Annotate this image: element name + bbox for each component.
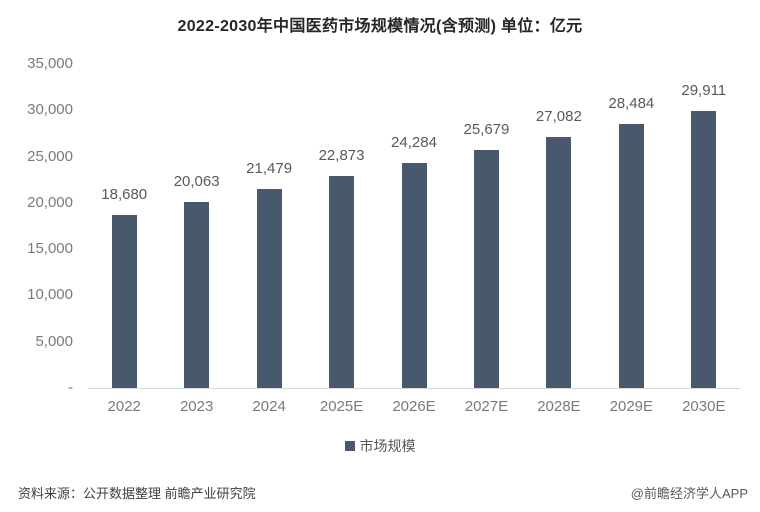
- y-axis-tick-label: 20,000: [27, 193, 73, 211]
- x-axis-category-label: 2030E: [682, 398, 726, 415]
- bar-value-label: 25,679: [463, 121, 510, 139]
- x-axis-line: [88, 388, 740, 389]
- bar-value-label: 27,082: [535, 108, 582, 126]
- watermark-text: @前瞻经济学人APP: [630, 486, 748, 501]
- y-axis-tick-label: 10,000: [27, 286, 73, 304]
- bar: [691, 111, 717, 388]
- bar: [546, 137, 572, 388]
- bar-value-label: 21,479: [246, 160, 293, 178]
- bar-value-label: 29,911: [681, 82, 727, 100]
- x-axis-category-label: 2029E: [609, 398, 654, 415]
- chart-title: 2022-2030年中国医药市场规模情况(含预测) 单位：亿元: [177, 18, 583, 35]
- bar: [111, 215, 137, 388]
- y-axis-tick-label: -: [68, 379, 73, 396]
- x-axis-category-label: 2023: [179, 398, 214, 415]
- y-axis-tick-label: 15,000: [27, 240, 73, 258]
- x-axis-category-label: 2027E: [464, 398, 509, 415]
- bar: [618, 124, 644, 388]
- bar: [256, 189, 282, 388]
- legend-marker: [344, 441, 355, 451]
- data-source-text: 资料来源：公开数据整理 前瞻产业研究院: [18, 486, 256, 501]
- y-axis-tick-label: 25,000: [27, 147, 73, 165]
- y-axis-tick-label: 30,000: [27, 101, 73, 119]
- x-axis-category-label: 2028E: [537, 398, 581, 415]
- bar-value-label: 18,680: [101, 186, 148, 204]
- y-axis-tick-label: 35,000: [27, 55, 73, 72]
- x-axis-category-label: 2024: [252, 398, 286, 415]
- x-axis-category-label: 2022: [107, 398, 141, 415]
- bar: [473, 150, 499, 388]
- bar-value-label: 22,873: [318, 147, 365, 165]
- bar: [329, 176, 355, 388]
- bar-value-label: 24,284: [391, 134, 437, 152]
- bar: [184, 202, 210, 388]
- x-axis-category-label: 2025E: [319, 398, 364, 415]
- x-axis-category-label: 2026E: [392, 398, 436, 415]
- bar-value-label: 20,063: [173, 173, 220, 191]
- legend: 市场规模: [0, 436, 760, 456]
- bar: [401, 163, 427, 388]
- y-axis-tick-label: 5,000: [35, 332, 73, 350]
- legend-series-label: 市场规模: [359, 438, 416, 454]
- bar-value-label: 28,484: [608, 95, 655, 113]
- footer: 资料来源：公开数据整理 前瞻产业研究院 @前瞻经济学人APP: [0, 483, 760, 502]
